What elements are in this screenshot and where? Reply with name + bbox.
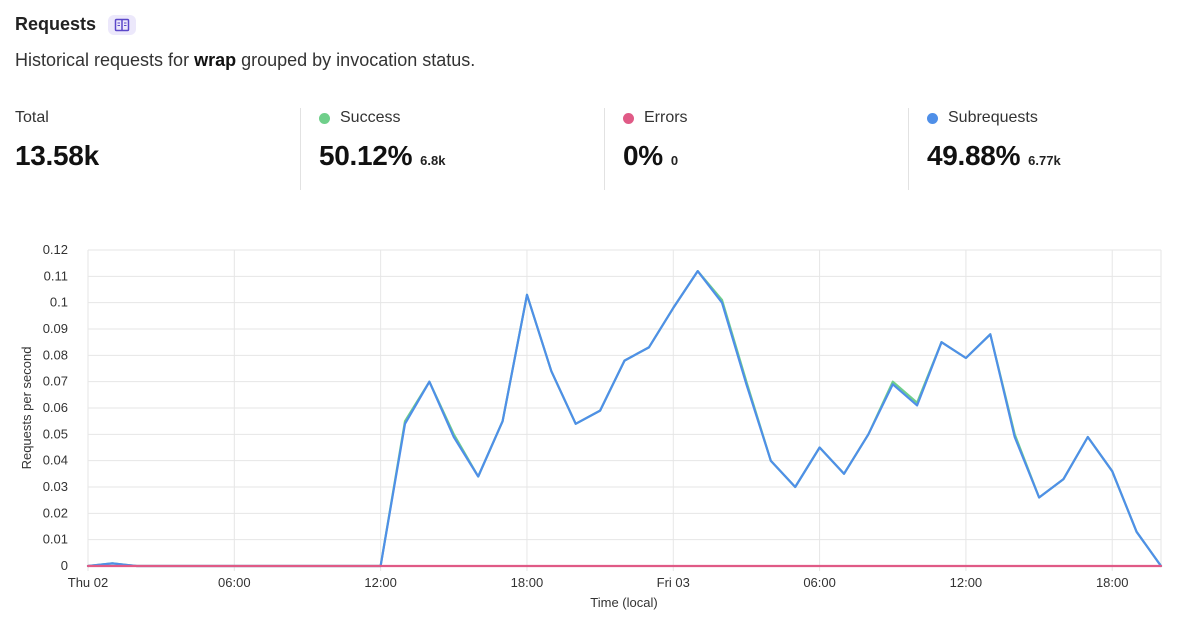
stat-label: Subrequests	[948, 109, 1038, 126]
y-tick-label: 0.07	[43, 374, 68, 389]
stat-value: 49.88%	[927, 140, 1021, 171]
stat-errors: Errors 0% 0	[623, 108, 688, 190]
stat-count: 0	[670, 153, 679, 168]
divider	[604, 108, 605, 190]
series-line-subrequests	[86, 269, 1163, 568]
stat-label: Success	[340, 109, 401, 126]
success-dot	[319, 112, 330, 124]
y-tick-label: 0.05	[43, 426, 68, 441]
stat-value: 50.12%	[319, 140, 413, 171]
y-axis-title: Requests per second	[19, 347, 34, 470]
y-tick-label: 0.01	[43, 532, 68, 547]
y-tick-label: 0.08	[43, 347, 68, 362]
y-tick-label: 0.12	[43, 242, 68, 257]
stat-success: Success 50.12% 6.8k	[319, 108, 445, 190]
stat-subrequests: Subrequests 49.88% 6.77k	[927, 108, 1061, 190]
series-line-success	[86, 269, 1163, 568]
errors-dot	[623, 112, 634, 124]
worker-name: wrap	[194, 50, 237, 70]
stat-count: 6.77k	[1028, 153, 1061, 168]
stat-total: Total 13.58k	[15, 108, 99, 190]
y-tick-label: 0	[61, 558, 68, 573]
x-tick-label: 12:00	[950, 575, 983, 590]
stat-value: 0%	[623, 140, 663, 171]
subtitle-suffix: grouped by invocation status.	[241, 50, 476, 70]
x-tick-label: 12:00	[364, 575, 397, 590]
y-tick-label: 0.1	[50, 295, 68, 310]
requests-chart[interactable]: 0 0.01 0.02 0.03 0.04 0.05 0.06 0.07 0.08 0.09 0.1…	[0, 230, 1200, 615]
stat-label: Errors	[644, 109, 688, 126]
y-tick-label: 0.09	[43, 321, 68, 336]
page-subtitle: Historical requests for wrap grouped by …	[15, 50, 475, 71]
stat-count: 6.8k	[420, 153, 446, 168]
stats-row: Total 13.58k Success 50.12% 6.8k Errors 0…	[0, 108, 1200, 190]
y-tick-label: 0.04	[43, 453, 68, 468]
x-tick-label: 06:00	[218, 575, 251, 590]
stat-value: 13.58k	[15, 140, 99, 171]
header: Requests	[15, 14, 137, 35]
divider	[300, 108, 301, 190]
y-tick-label: 0.03	[43, 479, 68, 494]
y-tick-label: 0.06	[43, 400, 68, 415]
divider	[908, 108, 909, 190]
x-tick-label: 18:00	[511, 575, 544, 590]
y-tick-label: 0.11	[44, 268, 68, 283]
x-tick-label: Fri 03	[657, 575, 690, 590]
x-axis-title: Time (local)	[590, 595, 657, 610]
y-tick-label: 0.02	[43, 505, 68, 520]
stat-label: Total	[15, 109, 49, 126]
subtitle-prefix: Historical requests for	[15, 50, 190, 70]
x-tick-label: 18:00	[1096, 575, 1129, 590]
book-icon	[114, 18, 130, 31]
x-tick-label: 06:00	[803, 575, 836, 590]
subrequests-dot	[927, 112, 938, 124]
x-tick-label: Thu 02	[68, 575, 108, 590]
docs-button[interactable]	[108, 14, 137, 35]
page-title: Requests	[15, 14, 97, 34]
